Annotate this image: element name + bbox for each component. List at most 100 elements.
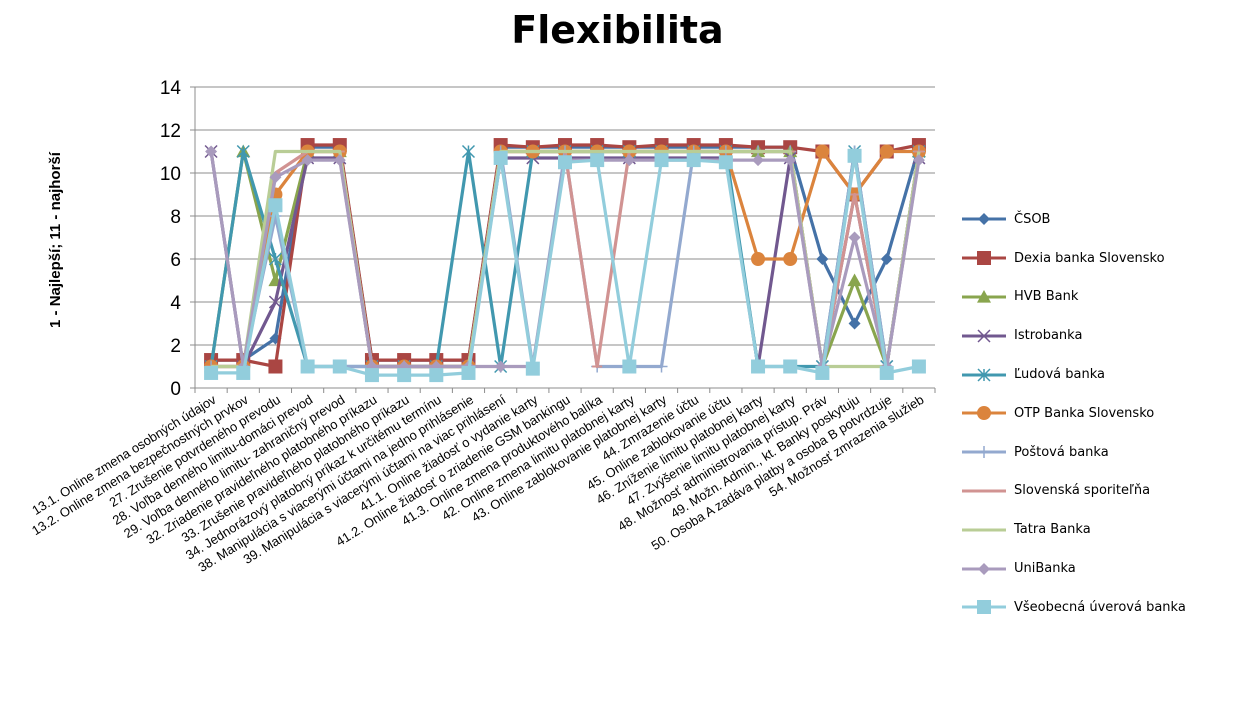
- data-point: [816, 253, 829, 265]
- legend-item: OTP Banka Slovensko: [960, 394, 1186, 433]
- data-point: [751, 359, 766, 374]
- legend-label: Dexia banka Slovensko: [1014, 250, 1165, 266]
- legend-item: UniBanka: [960, 549, 1186, 588]
- series-lines: [204, 138, 926, 383]
- data-point: [205, 145, 218, 158]
- y-tick-label: 8: [170, 207, 181, 228]
- legend-label: ČSOB: [1014, 211, 1051, 227]
- legend-item: Tatra Banka: [960, 510, 1186, 549]
- y-tick-label: 4: [170, 293, 181, 314]
- legend-swatch: [962, 289, 1006, 303]
- data-point: [718, 155, 733, 170]
- legend-marker: [978, 562, 990, 575]
- data-point: [461, 144, 476, 159]
- legend-label: UniBanka: [1014, 561, 1076, 577]
- data-point: [268, 198, 283, 213]
- legend-item: Poštová banka: [960, 433, 1186, 472]
- legend-item: Slovenská sporiteľňa: [960, 472, 1186, 511]
- y-tick-label: 10: [160, 164, 181, 185]
- data-point: [268, 252, 282, 266]
- data-point: [236, 144, 250, 159]
- legend-swatch: [962, 600, 1006, 615]
- legend-label: Poštová banka: [1014, 444, 1109, 460]
- data-point: [655, 360, 668, 373]
- legend-marker: [977, 406, 991, 421]
- data-point: [525, 361, 540, 376]
- data-point: [622, 359, 637, 374]
- data-point: [783, 359, 798, 374]
- chart-title: Flexibilita: [511, 8, 724, 52]
- y-tick-label: 0: [170, 379, 181, 400]
- data-point: [268, 295, 282, 309]
- data-point: [880, 253, 893, 265]
- legend-swatch: [962, 251, 1006, 266]
- data-point: [815, 144, 830, 159]
- legend-item: ČSOB: [960, 200, 1186, 239]
- y-tick-label: 2: [170, 336, 181, 357]
- legend-swatch: [962, 329, 1006, 343]
- y-tick-label: 14: [160, 78, 182, 99]
- data-point: [848, 231, 861, 244]
- data-point: [332, 359, 347, 374]
- legend-label: Ľudová banka: [1014, 367, 1105, 383]
- data-point: [493, 150, 508, 165]
- data-point: [686, 153, 701, 168]
- legend-label: HVB Bank: [1014, 289, 1079, 305]
- data-point: [269, 171, 282, 184]
- y-tick-label: 12: [160, 121, 181, 142]
- legend-swatch: [962, 489, 1006, 493]
- legend: ČSOB Dexia banka Slovensko HVB Bank Istroba…: [960, 200, 1186, 627]
- data-point: [847, 148, 862, 163]
- legend-swatch: [962, 406, 1006, 421]
- data-point: [654, 153, 669, 168]
- data-point: [911, 359, 926, 374]
- axes: [190, 86, 936, 393]
- legend-swatch: [962, 562, 1006, 575]
- data-point: [879, 365, 894, 380]
- legend-swatch: [962, 213, 1006, 226]
- legend-swatch: [962, 446, 1006, 459]
- data-point: [333, 154, 346, 167]
- legend-swatch: [962, 528, 1006, 532]
- grid-lines: [195, 86, 935, 389]
- data-point: [815, 365, 830, 380]
- data-point: [783, 252, 798, 266]
- data-point: [784, 154, 797, 167]
- legend-marker: [978, 213, 990, 226]
- series-10: [204, 148, 926, 383]
- legend-label: Všeobecná úverová banka: [1014, 599, 1186, 615]
- y-tick-label: 6: [170, 250, 181, 271]
- legend-marker: [977, 368, 991, 382]
- data-point: [268, 359, 283, 374]
- data-point: [623, 154, 636, 167]
- legend-marker: [977, 251, 991, 266]
- legend-label: Istrobanka: [1014, 328, 1083, 344]
- data-point: [590, 153, 605, 168]
- data-point: [494, 360, 507, 373]
- data-point: [847, 273, 862, 287]
- y-axis-label: 1 - Najlepší; 11 - najhorší: [47, 151, 64, 328]
- data-point: [397, 368, 412, 383]
- legend-marker: [978, 446, 990, 459]
- data-point: [752, 154, 765, 167]
- data-point: [879, 144, 894, 159]
- data-point: [204, 365, 219, 380]
- data-point: [912, 154, 925, 167]
- data-point: [364, 368, 379, 383]
- legend-item: Ľudová banka: [960, 355, 1186, 394]
- legend-item: Všeobecná úverová banka: [960, 588, 1186, 627]
- legend-swatch: [962, 368, 1006, 382]
- legend-marker: [977, 289, 991, 303]
- data-point: [300, 359, 315, 374]
- data-point: [429, 368, 444, 383]
- legend-label: Slovenská sporiteľňa: [1014, 483, 1151, 499]
- legend-marker: [977, 329, 991, 343]
- data-point: [461, 365, 476, 380]
- legend-item: Istrobanka: [960, 316, 1186, 355]
- legend-marker: [977, 600, 991, 615]
- data-point: [848, 317, 861, 330]
- legend-item: HVB Bank: [960, 278, 1186, 317]
- data-point: [751, 252, 766, 266]
- legend-label: Tatra Banka: [1014, 522, 1091, 538]
